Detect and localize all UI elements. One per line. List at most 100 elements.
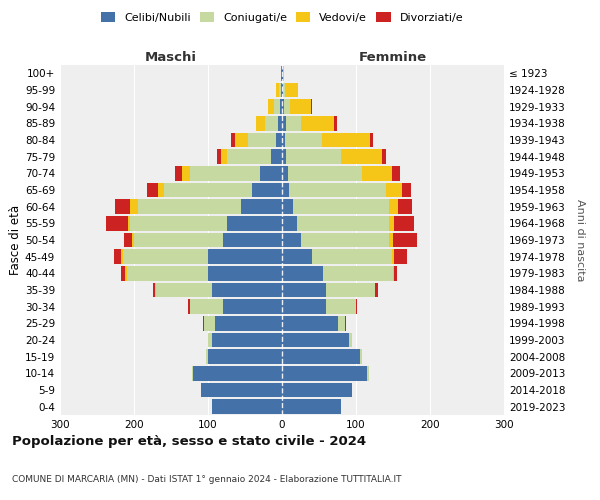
- Bar: [394, 216, 415, 230]
- Bar: [134, 232, 223, 248]
- Y-axis label: Fasce di età: Fasce di età: [9, 205, 22, 275]
- Bar: [389, 200, 398, 214]
- Bar: [282, 366, 367, 380]
- Bar: [282, 216, 297, 230]
- Bar: [389, 216, 394, 230]
- Bar: [130, 216, 227, 230]
- Bar: [297, 216, 389, 230]
- Text: Femmine: Femmine: [359, 51, 427, 64]
- Bar: [253, 182, 282, 198]
- Bar: [217, 150, 221, 164]
- Text: Maschi: Maschi: [145, 51, 197, 64]
- Bar: [227, 150, 271, 164]
- Bar: [281, 66, 282, 80]
- Bar: [286, 150, 341, 164]
- Bar: [206, 350, 208, 364]
- Bar: [282, 282, 326, 298]
- Bar: [282, 150, 286, 164]
- Bar: [289, 182, 386, 198]
- Bar: [360, 350, 362, 364]
- Bar: [276, 82, 279, 98]
- Bar: [248, 132, 276, 148]
- Bar: [386, 182, 402, 198]
- Bar: [188, 300, 190, 314]
- Bar: [349, 332, 352, 347]
- Bar: [282, 132, 285, 148]
- Y-axis label: Anni di nascita: Anni di nascita: [575, 198, 585, 281]
- Bar: [256, 116, 265, 130]
- Bar: [282, 232, 301, 248]
- Bar: [286, 116, 301, 130]
- Bar: [345, 316, 346, 330]
- Bar: [212, 400, 282, 414]
- Bar: [132, 232, 134, 248]
- Bar: [392, 166, 400, 180]
- Bar: [323, 266, 393, 280]
- Bar: [282, 250, 311, 264]
- Bar: [374, 282, 375, 298]
- Bar: [282, 116, 286, 130]
- Bar: [190, 166, 260, 180]
- Bar: [301, 116, 334, 130]
- Bar: [208, 332, 212, 347]
- Bar: [356, 300, 358, 314]
- Bar: [231, 132, 235, 148]
- Bar: [290, 100, 311, 114]
- Bar: [282, 66, 283, 80]
- Bar: [212, 282, 282, 298]
- Bar: [281, 82, 282, 98]
- Bar: [204, 316, 215, 330]
- Bar: [265, 116, 278, 130]
- Bar: [341, 150, 382, 164]
- Bar: [282, 350, 360, 364]
- Bar: [274, 100, 280, 114]
- Bar: [223, 300, 282, 314]
- Bar: [121, 266, 125, 280]
- Bar: [389, 232, 393, 248]
- Bar: [288, 166, 362, 180]
- Bar: [393, 266, 394, 280]
- Bar: [114, 250, 121, 264]
- Bar: [175, 166, 182, 180]
- Bar: [402, 182, 411, 198]
- Bar: [370, 132, 373, 148]
- Bar: [282, 400, 341, 414]
- Bar: [393, 232, 416, 248]
- Bar: [282, 300, 326, 314]
- Bar: [311, 100, 313, 114]
- Bar: [241, 200, 282, 214]
- Bar: [326, 282, 374, 298]
- Bar: [382, 150, 386, 164]
- Bar: [282, 316, 337, 330]
- Bar: [227, 216, 282, 230]
- Bar: [375, 282, 378, 298]
- Bar: [138, 200, 241, 214]
- Bar: [282, 182, 289, 198]
- Bar: [208, 250, 282, 264]
- Bar: [208, 350, 282, 364]
- Bar: [285, 82, 298, 98]
- Legend: Celibi/Nubili, Coniugati/e, Vedovi/e, Divorziati/e: Celibi/Nubili, Coniugati/e, Vedovi/e, Di…: [97, 8, 467, 27]
- Bar: [276, 132, 282, 148]
- Bar: [311, 250, 392, 264]
- Bar: [158, 182, 164, 198]
- Bar: [282, 200, 293, 214]
- Text: COMUNE DI MARCARIA (MN) - Dati ISTAT 1° gennaio 2024 - Elaborazione TUTTITALIA.I: COMUNE DI MARCARIA (MN) - Dati ISTAT 1° …: [12, 475, 401, 484]
- Bar: [223, 232, 282, 248]
- Bar: [155, 282, 156, 298]
- Bar: [268, 100, 274, 114]
- Bar: [146, 182, 158, 198]
- Bar: [115, 200, 130, 214]
- Bar: [124, 232, 132, 248]
- Text: Popolazione per età, sesso e stato civile - 2024: Popolazione per età, sesso e stato civil…: [12, 435, 366, 448]
- Bar: [326, 300, 356, 314]
- Bar: [394, 250, 407, 264]
- Bar: [398, 200, 412, 214]
- Bar: [153, 282, 155, 298]
- Bar: [282, 166, 288, 180]
- Bar: [284, 100, 290, 114]
- Bar: [193, 366, 282, 380]
- Bar: [282, 332, 349, 347]
- Bar: [156, 282, 212, 298]
- Bar: [260, 166, 282, 180]
